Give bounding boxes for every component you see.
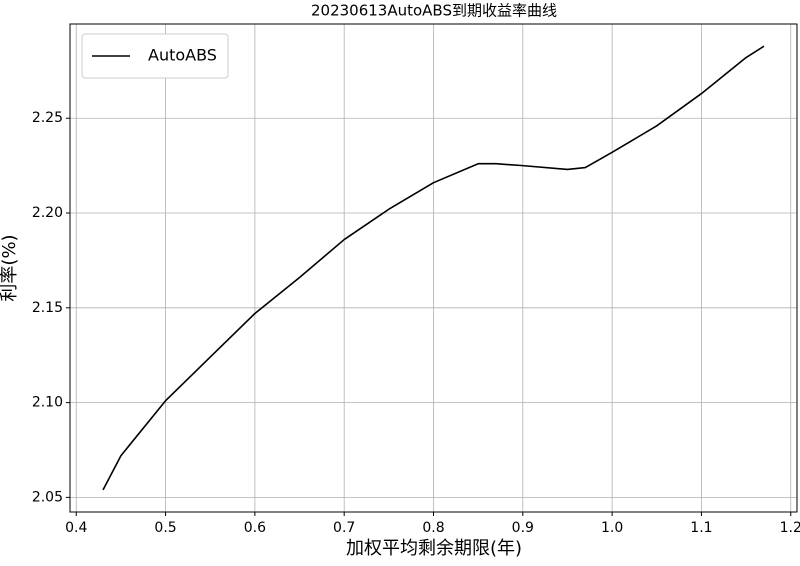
chart-title: 20230613AutoABS到期收益率曲线 [311, 2, 557, 20]
x-axis-label: 加权平均剩余期限(年) [346, 538, 522, 559]
x-tick-label: 0.5 [154, 520, 176, 536]
x-tick-label: 0.9 [512, 520, 534, 536]
x-tick-label: 0.7 [333, 520, 355, 536]
legend-box [81, 33, 229, 79]
y-tick-label: 2.10 [32, 395, 63, 411]
x-tick-label: 0.4 [65, 520, 87, 536]
legend-label: AutoABS [148, 46, 217, 65]
y-tick-label: 2.15 [32, 300, 63, 316]
y-axis-label: 利率(%) [0, 234, 20, 301]
plot-frame [69, 23, 798, 513]
x-tick-label: 0.8 [422, 520, 444, 536]
x-tick-label: 0.6 [244, 520, 266, 536]
x-tick-label: 1.0 [601, 520, 623, 536]
data-line [102, 45, 765, 491]
x-tick-label: 1.1 [690, 520, 712, 536]
y-tick-label: 2.05 [32, 489, 63, 505]
y-tick-label: 2.20 [32, 205, 63, 221]
y-tick-label: 2.25 [32, 110, 63, 126]
x-tick-label: 1.2 [780, 520, 800, 536]
